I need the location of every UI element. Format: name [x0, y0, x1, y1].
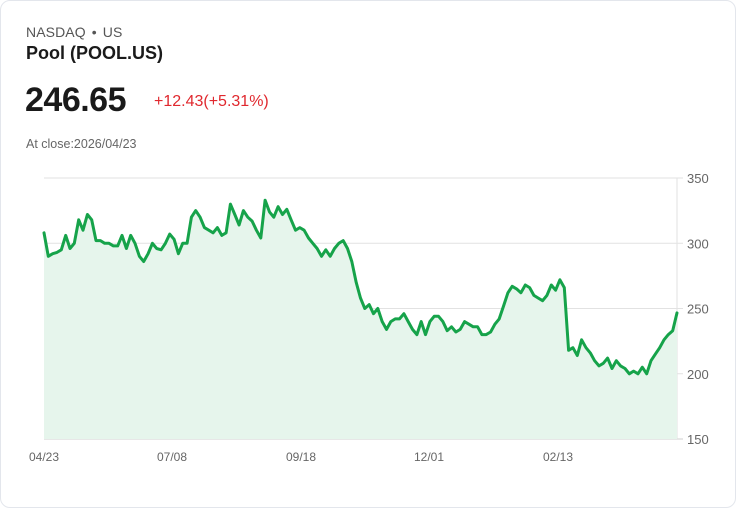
x-tick-label: 09/18: [286, 450, 316, 464]
y-tick-label: 350: [687, 171, 709, 186]
region-label: US: [102, 24, 123, 40]
y-tick-label: 150: [687, 432, 709, 447]
y-tick-label: 250: [687, 302, 709, 317]
y-axis-labels: 350 300 250 200 150: [687, 171, 709, 447]
price-change: +12.43(+5.31%): [154, 93, 269, 110]
chart-price-line: [42, 198, 679, 376]
y-tick-label: 300: [687, 236, 709, 251]
x-tick-label: 07/08: [157, 450, 187, 464]
separator-dot: •: [91, 24, 97, 40]
exchange-name: NASDAQ: [26, 24, 86, 40]
exchange-line: NASDAQ • US: [26, 24, 122, 40]
x-tick-label: 02/13: [543, 450, 573, 464]
x-tick-label: 12/01: [414, 450, 444, 464]
x-tick-label: 04/23: [29, 450, 59, 464]
price-chart[interactable]: 350 300 250 200 150 04/23 07/08 09/18 12/01 02/1…: [1, 161, 736, 481]
y-tick-label: 200: [687, 367, 709, 382]
current-price: 246.65: [25, 81, 127, 119]
stock-title: Pool (POOL.US): [26, 43, 163, 63]
chart-area-fill: [44, 200, 677, 439]
x-axis-labels: 04/23 07/08 09/18 12/01 02/13: [29, 450, 573, 464]
close-timestamp: At close:2026/04/23: [26, 137, 137, 151]
